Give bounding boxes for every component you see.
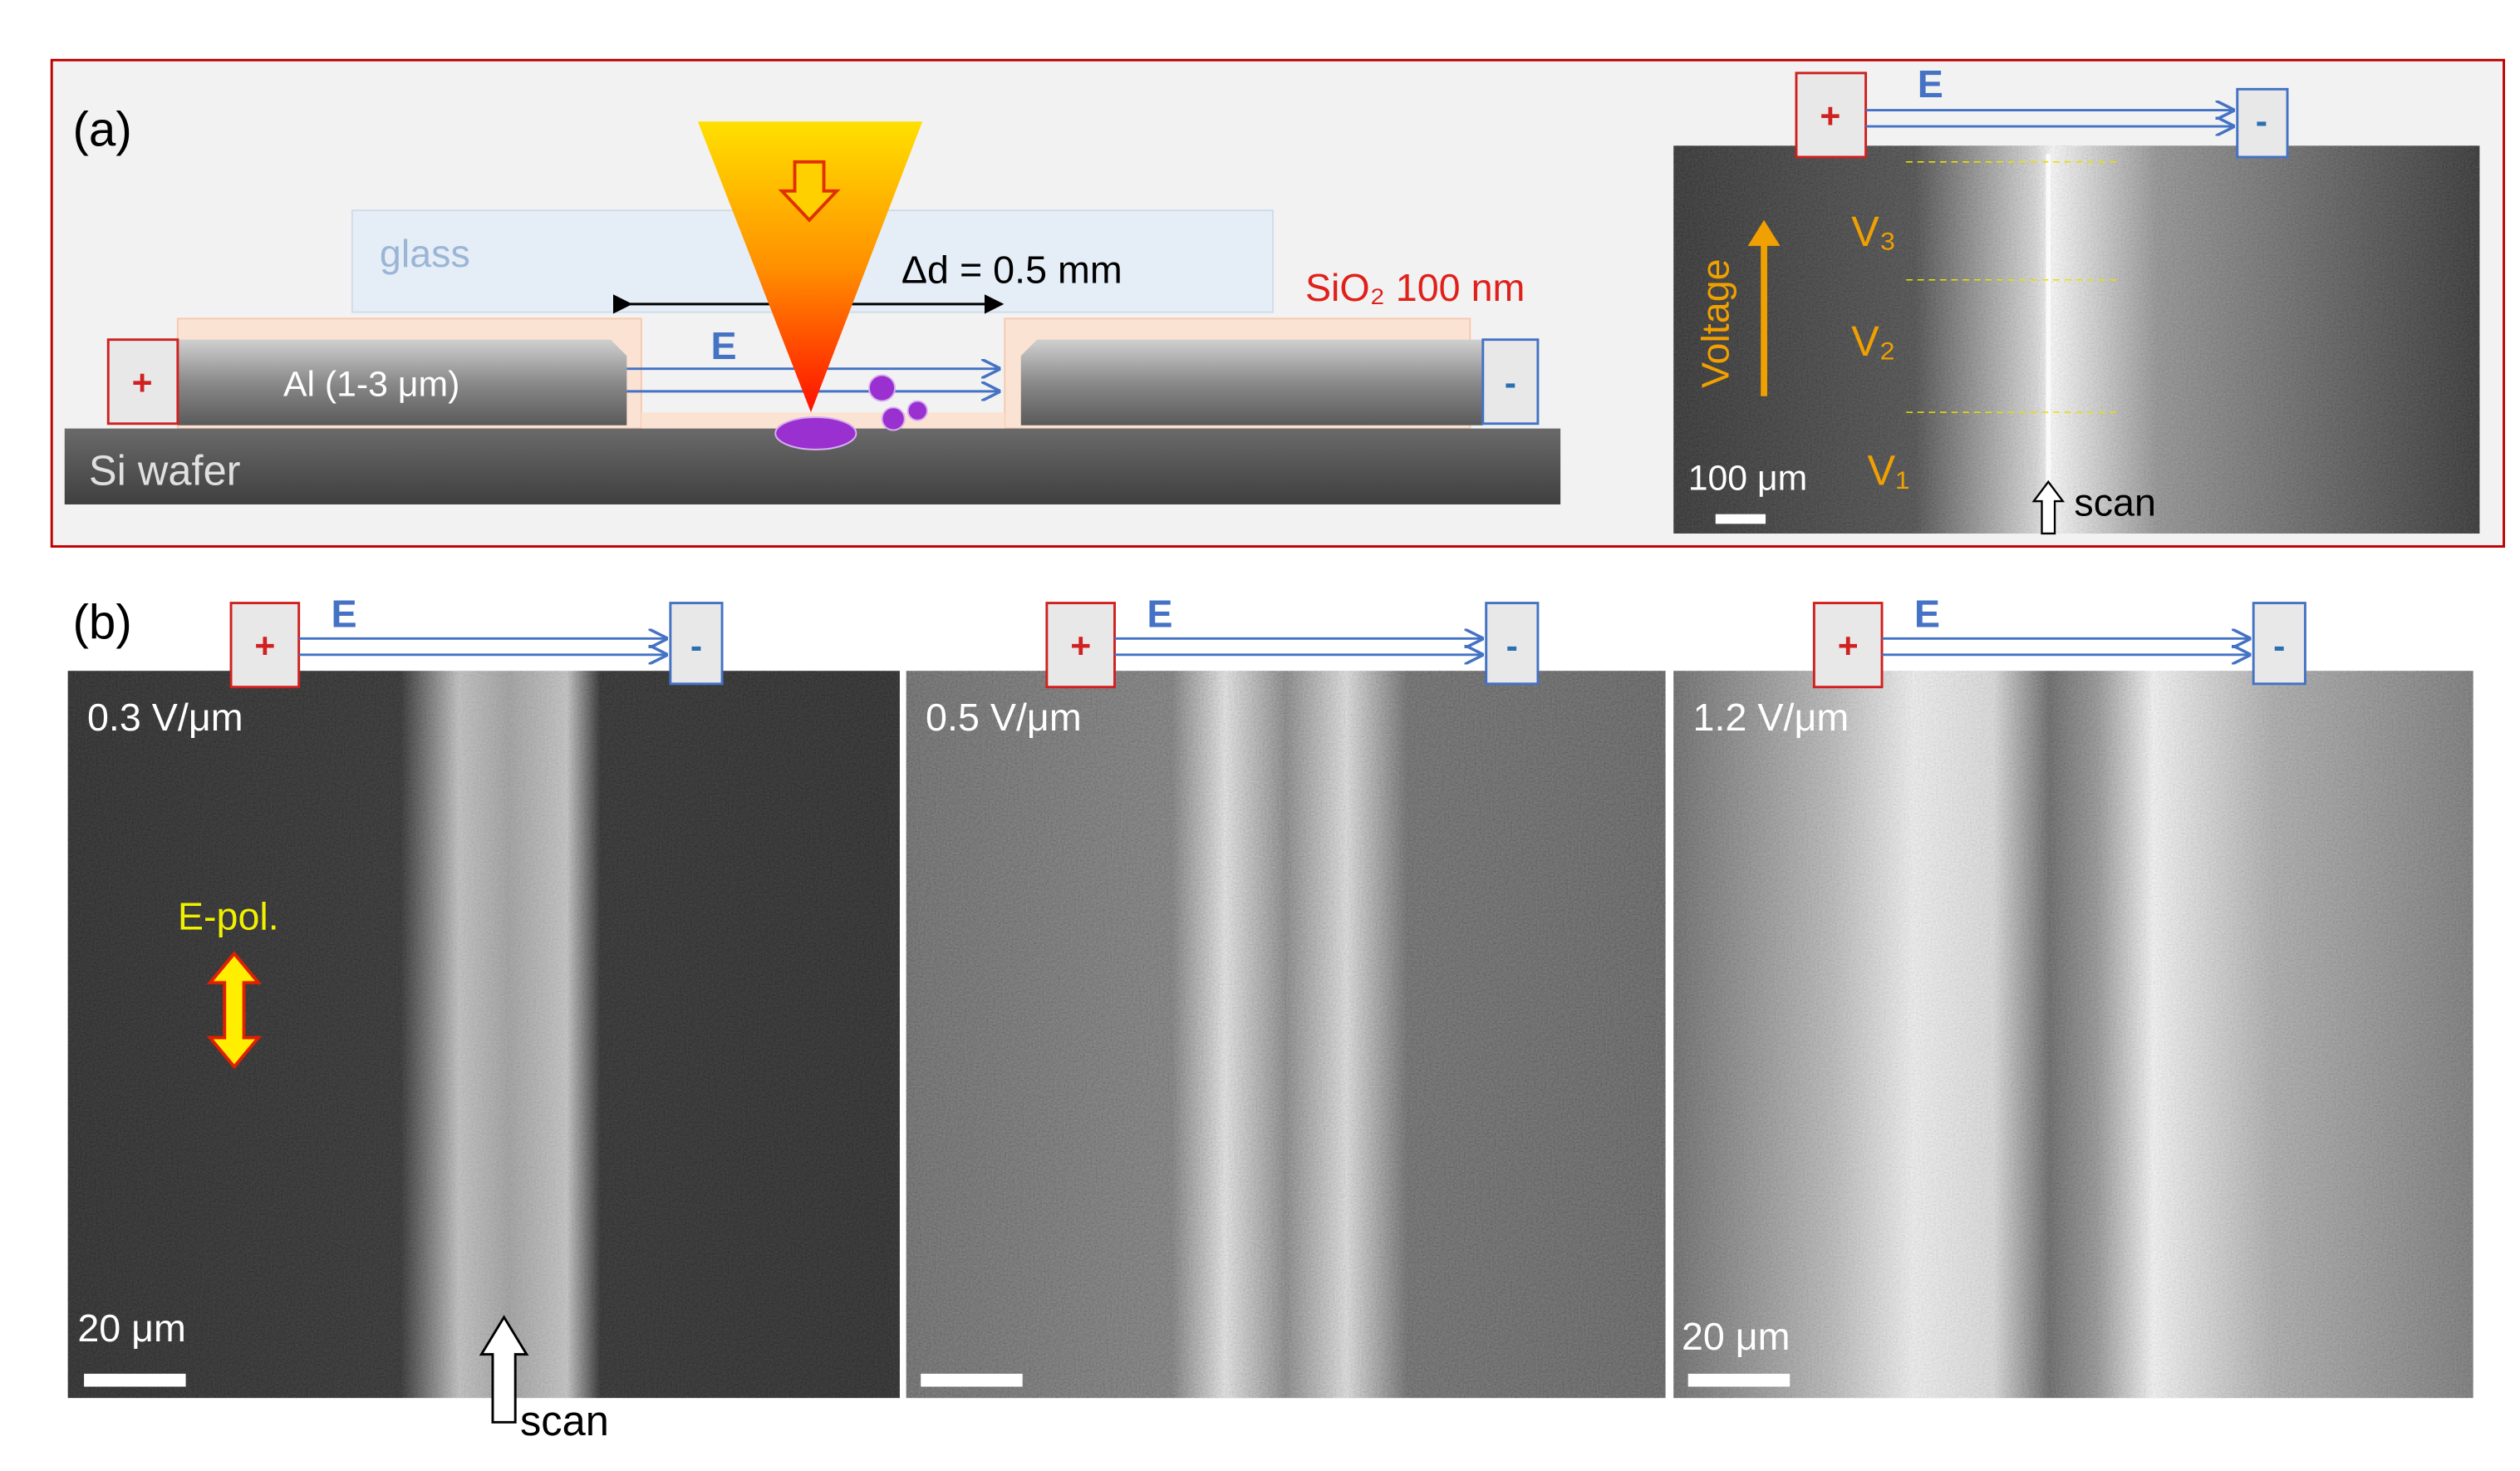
scan-arrow xyxy=(2031,480,2066,535)
panel-label: (a) xyxy=(72,102,131,156)
field-label: E xyxy=(1914,593,1940,636)
voltage-label: Voltage xyxy=(1693,258,1736,388)
laser-beam xyxy=(697,121,923,413)
particle xyxy=(906,400,928,421)
oxide-label: SiO₂ 100 nm xyxy=(1305,266,1525,309)
polarization-label: E-pol. xyxy=(178,894,279,937)
minus-box xyxy=(2236,87,2289,159)
minus-box xyxy=(1481,338,1540,426)
minus-label: - xyxy=(2256,101,2267,141)
minus-box xyxy=(2252,602,2306,686)
field-strength-label: 0.3 V/μm xyxy=(87,696,243,739)
plus-label: + xyxy=(1070,627,1091,667)
sem-texture xyxy=(1673,145,2480,534)
scale-bar xyxy=(1687,1373,1791,1387)
scale-bar xyxy=(921,1373,1023,1387)
sem-texture xyxy=(906,671,1666,1399)
scale-bar-label: 20 μm xyxy=(77,1306,186,1350)
particle xyxy=(868,374,896,402)
field-label: E xyxy=(1147,593,1172,636)
plus-box xyxy=(1812,602,1884,689)
electrode xyxy=(1020,339,1483,426)
substrate-label: Si wafer xyxy=(89,447,241,494)
gap-label: Δd = 0.5 mm xyxy=(901,248,1122,292)
plus-label: + xyxy=(254,627,275,667)
field-label: E xyxy=(332,593,357,636)
panel-b: + - E 0.3 V/μm 20 μm + - E 0.5 V/μm + - E 1.2 V/μm 20… xyxy=(67,593,2473,1399)
electrode xyxy=(177,339,627,426)
panel-b-overlay: E-pol. scan xyxy=(178,894,609,1444)
glass-label: glass xyxy=(380,232,470,275)
scale-bar-label: 100 μm xyxy=(1688,458,1808,498)
minus-box xyxy=(1485,602,1540,686)
scale-bar xyxy=(84,1373,186,1387)
minus-label: - xyxy=(690,627,702,667)
minus-label: - xyxy=(1506,627,1518,667)
scale-bar xyxy=(1715,514,1766,524)
panel-label: (b) xyxy=(72,595,131,649)
electrode-label: Al (1-3 μm) xyxy=(283,365,459,405)
plus-label: + xyxy=(132,363,153,403)
minus-label: - xyxy=(2273,627,2285,667)
field-label: E xyxy=(710,324,736,367)
sem-texture xyxy=(1673,671,2473,1399)
level-label: V₂ xyxy=(1851,317,1895,365)
beam-direction xyxy=(778,160,841,223)
scan-label: scan xyxy=(2074,481,2156,524)
plus-box xyxy=(106,338,179,426)
minus-label: - xyxy=(1505,363,1516,403)
particle xyxy=(881,406,906,431)
field-strength-label: 0.5 V/μm xyxy=(926,696,1082,739)
plus-box xyxy=(1045,602,1116,689)
scale-bar-label: 20 μm xyxy=(1682,1315,1791,1358)
particle xyxy=(774,416,857,450)
scan-arrow xyxy=(479,1315,529,1424)
voltage-arrow-head xyxy=(1747,219,1781,246)
polarization-arrow xyxy=(206,951,263,1070)
level-label: V₁ xyxy=(1868,447,1910,494)
sem-texture xyxy=(67,671,900,1399)
field-label: E xyxy=(1918,62,1943,106)
minus-box xyxy=(669,602,724,686)
scan-label: scan xyxy=(520,1397,609,1444)
field-strength-label: 1.2 V/μm xyxy=(1693,696,1849,739)
plus-box xyxy=(1795,71,1868,159)
plus-label: + xyxy=(1838,627,1859,667)
level-label: V₃ xyxy=(1851,208,1896,255)
plus-box xyxy=(229,602,301,689)
plus-label: + xyxy=(1820,96,1840,136)
